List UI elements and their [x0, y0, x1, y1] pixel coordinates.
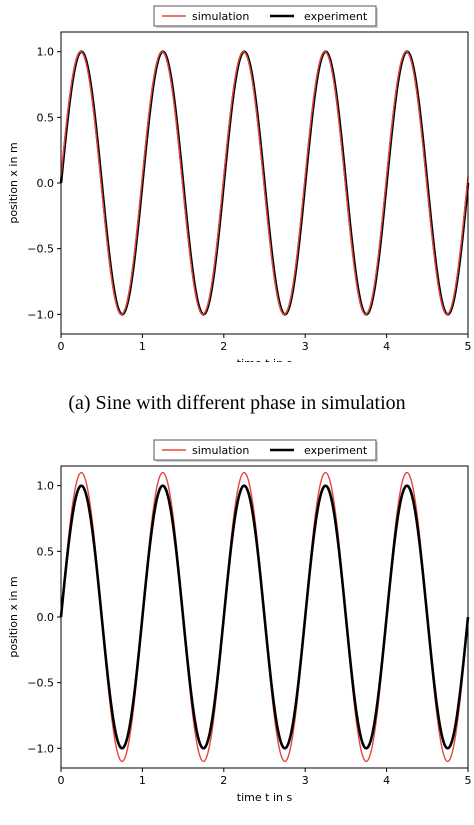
x-tick-label: 1	[139, 774, 146, 787]
legend-label-experiment: experiment	[304, 10, 368, 23]
series-line-experiment	[59, 484, 470, 750]
legend: simulation experiment	[153, 5, 378, 28]
caption-a: (a) Sine with different phase in simulat…	[68, 392, 406, 414]
x-axis-label: time t in s	[237, 357, 293, 362]
y-tick-label: 0.5	[37, 111, 55, 124]
y-tick-label: −0.5	[27, 677, 54, 690]
legend-label-simulation: simulation	[192, 10, 249, 23]
x-tick-label: 1	[139, 340, 146, 353]
chart-svg: 0 1 2 3 4 5 −1.0 −0.5 0.0 0.5 1.0 time t in s positi…	[7, 439, 472, 804]
legend-label-experiment: experiment	[304, 444, 368, 457]
x-tick-label: 2	[220, 774, 227, 787]
x-tick-label: 3	[302, 340, 309, 353]
x-tick-label: 3	[302, 774, 309, 787]
y-tick-label: −1.0	[27, 308, 54, 321]
chart-svg: 0 1 2 3 4 5 −1.0 −0.5 0.0 0.5 1.0 time t in s positi…	[7, 5, 472, 362]
chart-panel-a: 0 1 2 3 4 5 −1.0 −0.5 0.0 0.5 1.0 time t in s positi…	[0, 0, 474, 362]
legend: simulation experiment	[153, 439, 378, 462]
y-tick-label: −0.5	[27, 243, 54, 256]
x-tick-label: 0	[58, 340, 65, 353]
x-tick-label: 5	[465, 774, 472, 787]
y-axis-label: position x in m	[7, 142, 20, 223]
y-tick-label: −1.0	[27, 742, 54, 755]
x-tick-label: 0	[58, 774, 65, 787]
x-tick-label: 4	[383, 774, 390, 787]
x-tick-label: 2	[220, 340, 227, 353]
x-tick-label: 4	[383, 340, 390, 353]
y-tick-label: 1.0	[37, 480, 55, 493]
y-tick-label: 1.0	[37, 46, 55, 59]
y-tick-label: 0.0	[37, 177, 55, 190]
y-tick-label: 0.5	[37, 545, 55, 558]
y-tick-label: 0.0	[37, 611, 55, 624]
y-axis-label: position x in m	[7, 576, 20, 657]
series-line-simulation	[60, 51, 469, 315]
x-tick-label: 5	[465, 340, 472, 353]
x-axis-label: time t in s	[237, 791, 293, 804]
chart-panel-b: 0 1 2 3 4 5 −1.0 −0.5 0.0 0.5 1.0 time t in s positi…	[0, 436, 474, 825]
legend-label-simulation: simulation	[192, 444, 249, 457]
